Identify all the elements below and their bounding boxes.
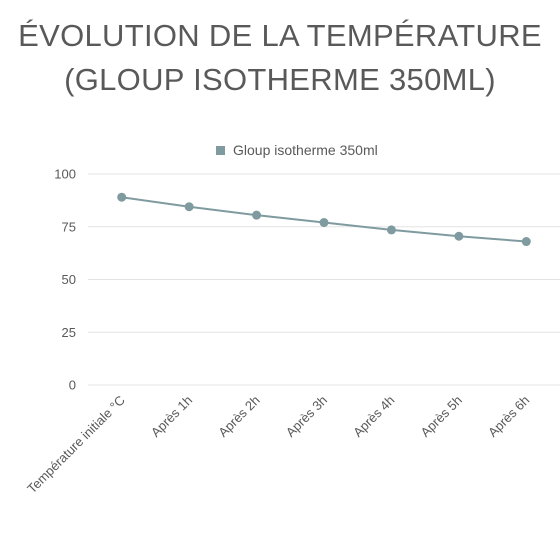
y-tick-label: 25 bbox=[62, 325, 76, 340]
x-tick-label: Après 1h bbox=[148, 393, 195, 440]
legend: Gloup isotherme 350ml bbox=[216, 142, 378, 158]
x-tick-label: Température initiale °C bbox=[24, 393, 128, 497]
chart-title: ÉVOLUTION DE LA TEMPÉRATURE (GLOUP ISOTH… bbox=[0, 14, 560, 102]
x-axis-ticks: Température initiale °C Après 1h Après 2h A… bbox=[24, 393, 532, 497]
x-tick-label: Après 6h bbox=[485, 393, 532, 440]
data-point bbox=[454, 231, 464, 241]
chart-title-line-2: (GLOUP ISOTHERME 350ML) bbox=[64, 62, 496, 97]
x-tick-label: Après 2h bbox=[215, 393, 262, 440]
x-tick-label: Après 5h bbox=[418, 393, 465, 440]
data-point bbox=[252, 210, 262, 220]
series-layer bbox=[117, 192, 531, 247]
data-point bbox=[319, 218, 329, 228]
data-point bbox=[117, 192, 127, 202]
y-tick-label: 0 bbox=[69, 378, 76, 393]
y-tick-label: 75 bbox=[62, 219, 76, 234]
data-point bbox=[521, 237, 531, 247]
chart-title-line-1: ÉVOLUTION DE LA TEMPÉRATURE bbox=[18, 18, 542, 53]
data-point bbox=[184, 202, 194, 212]
y-axis-ticks: 0 25 50 75 100 bbox=[54, 167, 76, 393]
data-point bbox=[386, 225, 396, 235]
x-tick-label: Après 3h bbox=[283, 393, 330, 440]
legend-label: Gloup isotherme 350ml bbox=[233, 142, 378, 158]
legend-swatch bbox=[216, 146, 225, 155]
y-tick-label: 100 bbox=[54, 167, 76, 182]
gridlines bbox=[88, 173, 560, 386]
x-tick-label: Après 4h bbox=[350, 393, 397, 440]
y-tick-label: 50 bbox=[62, 272, 76, 287]
